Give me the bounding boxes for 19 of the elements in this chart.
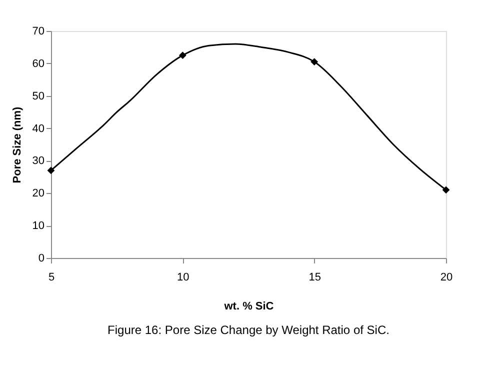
y-tick-label: 70 <box>32 26 44 38</box>
y-tick-label: 60 <box>32 58 44 70</box>
y-tick-label: 20 <box>32 188 44 200</box>
x-tick-label: 5 <box>48 272 55 284</box>
y-tick-label: 30 <box>32 155 44 168</box>
x-axis-title: wt. % SiC <box>223 300 274 312</box>
point <box>310 58 318 66</box>
x-tick-label: 10 <box>177 272 190 284</box>
point <box>47 166 55 174</box>
x-tick-label: 15 <box>308 272 321 284</box>
y-tick-label: 40 <box>32 122 44 135</box>
point <box>178 52 186 60</box>
y-axis-title: Pore Size (nm) <box>11 106 24 184</box>
x-tick-label: 20 <box>440 272 453 284</box>
y-tick-label: 10 <box>32 220 44 232</box>
text: Figure 16: Pore Size Change by Weight Ratio of SiC. <box>108 323 390 337</box>
point <box>442 186 450 194</box>
y-tick-label: 50 <box>32 90 44 102</box>
y-tick-label: 0 <box>38 252 44 264</box>
